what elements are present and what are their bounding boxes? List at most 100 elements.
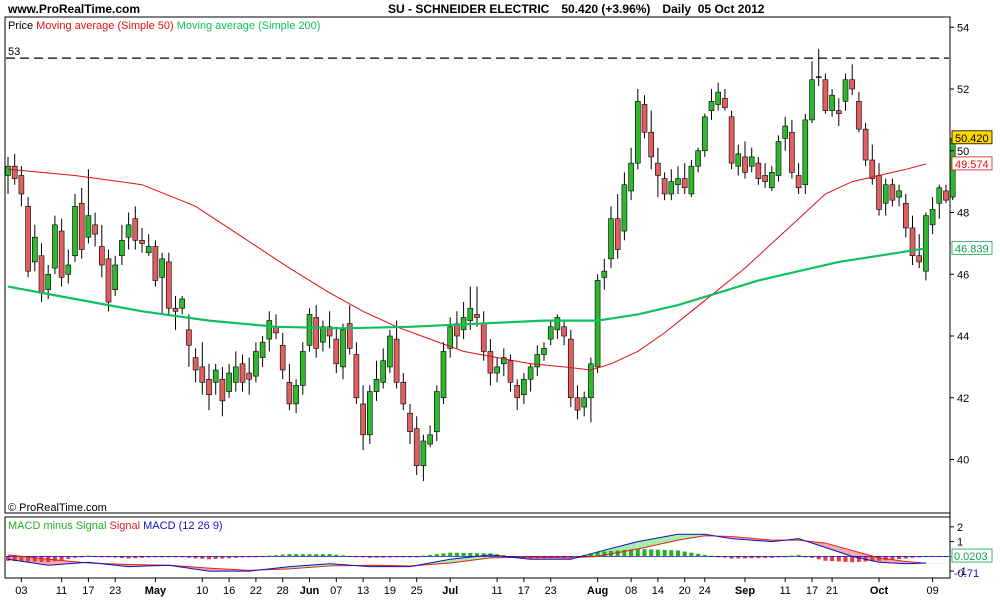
candle xyxy=(233,351,239,392)
candle xyxy=(105,249,112,312)
candle-body xyxy=(722,97,728,108)
candle xyxy=(889,178,896,207)
candle-body xyxy=(862,128,869,161)
candle xyxy=(735,144,742,176)
x-axis-label: 14 xyxy=(652,585,664,597)
candle-body xyxy=(259,341,266,358)
candle xyxy=(474,286,480,327)
macd-histogram-bar xyxy=(153,556,158,558)
candle xyxy=(507,354,514,392)
macd-signal-band xyxy=(637,540,645,549)
candle-body xyxy=(534,354,541,368)
macd-histogram-bar xyxy=(408,556,412,558)
x-axis-label: Jul xyxy=(442,585,458,597)
candle-body xyxy=(701,116,708,152)
macd-signal-band xyxy=(624,543,632,552)
candle xyxy=(815,48,822,86)
candle xyxy=(695,147,701,173)
candle-body xyxy=(400,382,407,405)
macd-signal-band xyxy=(657,536,665,545)
candle xyxy=(768,166,775,191)
macd-panel[interactable] xyxy=(4,516,951,579)
candle-body xyxy=(695,150,701,167)
legend-entry: (12 26 9) xyxy=(176,520,223,532)
candle-body xyxy=(387,335,393,368)
candle-body xyxy=(440,351,447,399)
site-link[interactable]: www.ProRealTime.com xyxy=(8,2,141,16)
macd-histogram-bar xyxy=(501,555,506,557)
macd-histogram-bar xyxy=(220,556,225,559)
candle xyxy=(299,342,306,395)
candle xyxy=(762,163,768,188)
candle-body xyxy=(239,363,246,383)
candle xyxy=(742,141,748,179)
macd-histogram-bar xyxy=(468,553,473,557)
macd-histogram-bar xyxy=(374,556,379,558)
macd-histogram-bar xyxy=(749,556,754,559)
candle-body xyxy=(219,378,226,402)
x-axis-label: Jun xyxy=(300,585,320,597)
candle-body xyxy=(293,385,299,405)
candle xyxy=(775,135,782,182)
candle-body xyxy=(561,326,567,337)
candle-body xyxy=(25,206,31,272)
candle-body xyxy=(366,391,373,436)
macd-histogram-bar xyxy=(682,551,687,557)
x-axis-label: 21 xyxy=(826,585,838,597)
macd-histogram-bar xyxy=(910,556,915,558)
candle-body xyxy=(809,79,815,121)
candle xyxy=(440,342,447,404)
candle xyxy=(246,357,252,395)
candle xyxy=(521,373,527,404)
candle xyxy=(65,249,72,284)
macd-histogram-bar xyxy=(394,556,399,558)
symbol-name: SU - SCHNEIDER ELECTRIC xyxy=(388,2,550,16)
candle-body xyxy=(681,178,688,189)
candle-body xyxy=(835,110,842,115)
candle xyxy=(862,122,869,167)
candle-body xyxy=(802,119,809,186)
candle-body xyxy=(527,366,534,380)
candle-body xyxy=(58,230,65,278)
candle xyxy=(52,215,58,275)
candle-body xyxy=(226,372,232,392)
candle-body xyxy=(92,224,98,235)
candle-body xyxy=(253,351,259,377)
candle-body xyxy=(943,190,949,201)
macd-histogram-bar xyxy=(568,556,573,558)
candle xyxy=(119,224,125,265)
price-panel[interactable] xyxy=(4,16,951,514)
candle-body xyxy=(5,165,11,176)
macd-histogram-bar xyxy=(73,556,77,558)
macd-histogram-bar xyxy=(655,549,660,557)
macd-histogram-bar xyxy=(354,556,359,558)
macd-histogram-bar xyxy=(186,556,191,558)
x-axis-label: 23 xyxy=(109,585,121,597)
candle xyxy=(936,184,943,219)
candle xyxy=(346,305,353,355)
candle xyxy=(527,363,534,392)
price-tag-label: 49.574 xyxy=(955,159,989,171)
candle-body xyxy=(52,224,58,269)
candle-body xyxy=(708,101,715,111)
candle xyxy=(856,92,862,133)
candle-body xyxy=(65,264,72,275)
candle xyxy=(802,113,809,194)
candle xyxy=(206,363,212,411)
candle xyxy=(701,113,708,157)
candle xyxy=(795,163,802,194)
candle-body xyxy=(85,215,92,238)
legend-entry: MACD xyxy=(140,520,176,532)
macd-value-label-2: -0.71 xyxy=(954,568,979,580)
price-axis-label: 46 xyxy=(957,269,969,281)
macd-histogram-bar xyxy=(26,556,31,562)
candle xyxy=(279,332,286,380)
x-axis-label: 09 xyxy=(926,585,938,597)
candle-body xyxy=(373,378,380,392)
macd-histogram-bar xyxy=(776,556,781,558)
macd-histogram-bar xyxy=(736,556,741,559)
macd-histogram-bar xyxy=(716,556,721,558)
macd-histogram-bar xyxy=(803,556,808,558)
macd-histogram-bar xyxy=(207,556,211,560)
